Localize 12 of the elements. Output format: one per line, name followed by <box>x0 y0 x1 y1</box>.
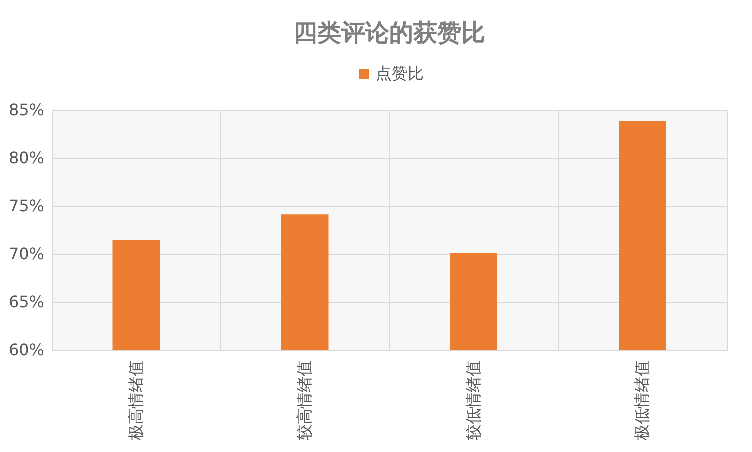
y-tick-label: 75% <box>8 196 44 216</box>
x-tick-label: 极高情绪值 <box>126 360 146 442</box>
x-tick-label: 极低情绪值 <box>632 360 652 442</box>
legend-label: 点赞比 <box>376 64 424 83</box>
y-tick-label: 85% <box>8 100 44 120</box>
y-tick-label: 60% <box>8 340 44 360</box>
y-tick-label: 65% <box>8 292 44 312</box>
x-tick-label: 较高情绪值 <box>295 360 314 440</box>
x-tick-label: 较低情绪值 <box>464 360 483 440</box>
y-tick-label: 70% <box>8 244 44 264</box>
y-tick-label: 80% <box>8 148 44 168</box>
chart-title: 四类评论的获赞比 <box>294 19 486 47</box>
